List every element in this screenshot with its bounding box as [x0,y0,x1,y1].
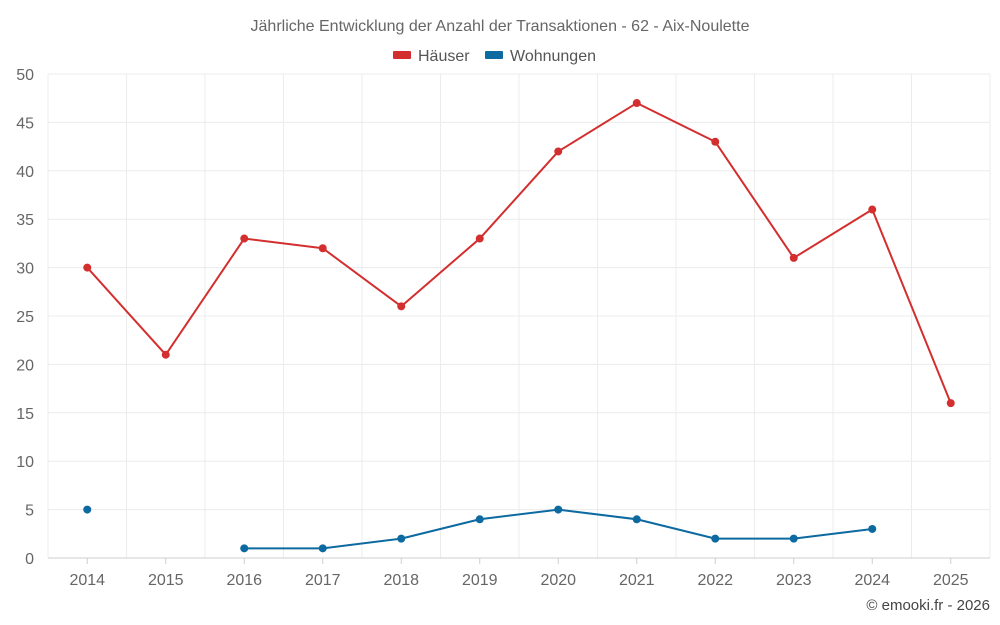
legend-item-haeuser[interactable]: Häuser [393,48,470,65]
data-point[interactable] [789,534,798,543]
x-tick-label: 2025 [933,572,969,589]
gridlines [47,73,991,558]
data-point[interactable] [554,147,563,156]
x-tick-label: 2018 [383,572,419,589]
y-tick-label: 10 [16,454,34,471]
data-point[interactable] [240,234,249,243]
data-point[interactable] [475,234,484,243]
data-point[interactable] [475,515,484,524]
chart-title: Jährliche Entwicklung der Anzahl der Tra… [251,18,750,35]
x-tick-label: 2020 [540,572,576,589]
x-tick-label: 2023 [776,572,812,589]
data-point[interactable] [240,544,249,553]
legend: Häuser Wohnungen [393,48,596,65]
x-tick-label: 2019 [462,572,498,589]
data-point[interactable] [868,205,877,214]
y-tick-label: 15 [16,406,34,423]
data-point[interactable] [318,544,327,553]
y-tick-label: 45 [16,115,34,132]
legend-item-wohnungen[interactable]: Wohnungen [485,48,596,65]
data-point[interactable] [711,534,720,543]
data-point[interactable] [83,505,92,514]
legend-swatch-wohnungen [485,51,503,59]
credit-text: © emooki.fr - 2026 [866,597,990,614]
x-tick-label: 2024 [854,572,890,589]
data-point[interactable] [397,302,406,311]
legend-swatch-haeuser [393,51,411,59]
x-tick-label: 2017 [305,572,341,589]
series-0 [83,99,955,408]
y-tick-label: 35 [16,212,34,229]
y-tick-label: 25 [16,309,34,326]
data-point[interactable] [161,350,170,359]
legend-label-wohnungen: Wohnungen [510,48,596,65]
x-tick-label: 2014 [69,572,105,589]
data-point[interactable] [83,263,92,272]
y-tick-label: 20 [16,357,34,374]
series [83,99,955,553]
x-tick-label: 2016 [226,572,262,589]
y-tick-label: 0 [25,551,34,568]
y-tick-label: 50 [16,67,34,84]
x-tick-label: 2021 [619,572,655,589]
y-tick-label: 40 [16,164,34,181]
data-point[interactable] [711,137,720,146]
data-point[interactable] [946,399,955,408]
x-tick-label: 2015 [148,572,184,589]
series-1 [83,505,877,553]
series-line [86,102,952,404]
y-tick-label: 30 [16,261,34,278]
data-point[interactable] [554,505,563,514]
data-point[interactable] [397,534,406,543]
data-point[interactable] [632,99,641,108]
data-point[interactable] [318,244,327,253]
data-point[interactable] [632,515,641,524]
y-tick-label: 5 [25,503,34,520]
legend-label-haeuser: Häuser [418,48,470,65]
series-line [244,508,873,550]
data-point[interactable] [789,253,798,262]
data-point[interactable] [868,524,877,533]
x-tick-label: 2022 [697,572,733,589]
